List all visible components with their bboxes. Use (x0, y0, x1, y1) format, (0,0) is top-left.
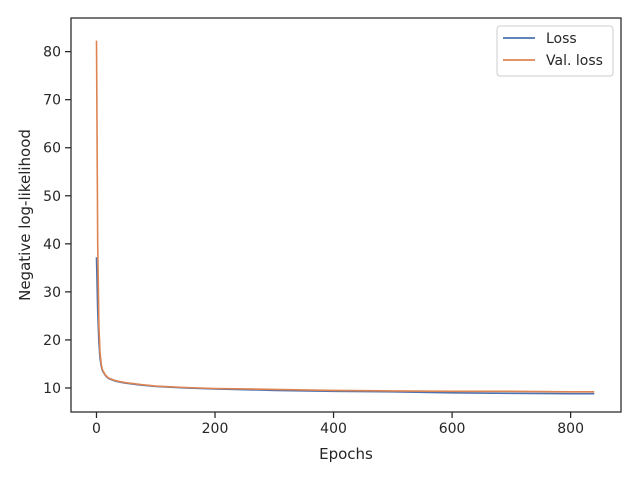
y-tick-label: 40 (43, 237, 61, 253)
series-lines (95, 40, 595, 395)
y-tick-label: 20 (43, 333, 61, 349)
y-tick-label: 80 (43, 45, 61, 61)
series-line-val-loss (95, 40, 595, 393)
legend: Loss Val. loss (496, 25, 614, 77)
x-tick-label: 200 (202, 421, 229, 437)
x-tick-label: 400 (320, 421, 347, 437)
y-tick-label: 60 (43, 141, 61, 157)
x-axis-ticks: 0 200 400 600 800 (92, 412, 584, 437)
y-tick-label: 10 (43, 381, 61, 397)
x-tick-label: 0 (92, 421, 101, 437)
y-tick-label: 50 (43, 189, 61, 205)
y-axis-ticks: 10 20 30 40 50 60 70 80 (43, 45, 71, 397)
y-tick-label: 70 (43, 93, 61, 109)
x-axis-title: Epochs (319, 445, 373, 463)
y-tick-label: 30 (43, 285, 61, 301)
plot-area (70, 17, 622, 413)
legend-label-val-loss: Val. loss (546, 53, 603, 69)
x-tick-label: 800 (557, 421, 584, 437)
x-tick-label: 600 (439, 421, 466, 437)
y-axis-title: Negative log-likelihood (16, 129, 34, 301)
legend-label-loss: Loss (546, 31, 577, 47)
